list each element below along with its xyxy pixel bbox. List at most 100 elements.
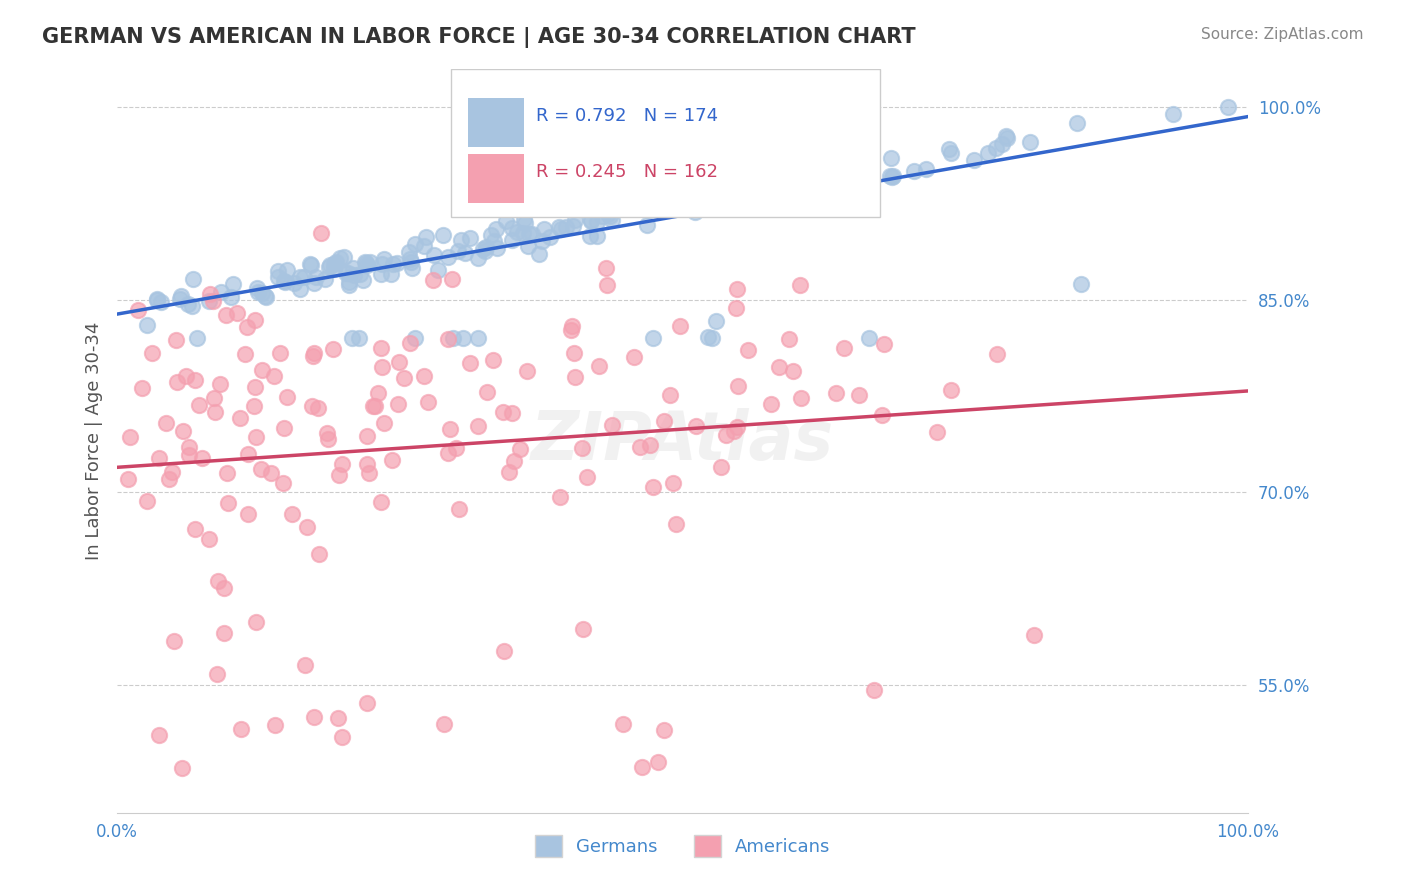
Point bbox=[322, 343, 344, 357]
Point bbox=[304, 270, 326, 285]
Point bbox=[725, 186, 748, 201]
Point bbox=[229, 723, 252, 737]
Point bbox=[1070, 277, 1092, 291]
Point bbox=[269, 345, 291, 359]
Point bbox=[501, 406, 523, 420]
Point bbox=[238, 507, 260, 521]
Point bbox=[628, 440, 651, 454]
Point bbox=[501, 233, 523, 247]
Text: GERMAN VS AMERICAN IN LABOR FORCE | AGE 30-34 CORRELATION CHART: GERMAN VS AMERICAN IN LABOR FORCE | AGE … bbox=[42, 27, 915, 48]
Point bbox=[517, 227, 540, 241]
Point bbox=[413, 369, 436, 384]
Point bbox=[283, 276, 305, 290]
Point bbox=[401, 260, 423, 275]
Point bbox=[564, 370, 586, 384]
Point bbox=[250, 285, 273, 300]
Point bbox=[807, 166, 830, 180]
Point bbox=[789, 178, 811, 193]
Point bbox=[669, 319, 692, 334]
Point bbox=[347, 331, 370, 345]
Point bbox=[222, 277, 245, 292]
Point bbox=[131, 381, 153, 395]
Point bbox=[264, 717, 287, 731]
Point bbox=[984, 141, 1007, 155]
Point bbox=[782, 364, 804, 378]
Point bbox=[263, 368, 285, 383]
Point bbox=[641, 331, 664, 345]
Point bbox=[778, 332, 800, 346]
Point bbox=[371, 359, 394, 374]
Point bbox=[636, 218, 658, 232]
Point bbox=[299, 257, 322, 271]
Point bbox=[357, 466, 380, 480]
Point bbox=[208, 377, 231, 392]
Point bbox=[548, 219, 571, 234]
Point bbox=[307, 401, 329, 415]
Point bbox=[630, 192, 652, 206]
Point bbox=[188, 398, 211, 412]
Point bbox=[1216, 100, 1239, 114]
Point bbox=[209, 285, 232, 300]
Point bbox=[207, 574, 229, 588]
Point bbox=[146, 293, 169, 307]
Point bbox=[811, 164, 834, 178]
Point bbox=[596, 207, 619, 221]
Point bbox=[1066, 116, 1088, 130]
Point bbox=[579, 213, 602, 227]
Point bbox=[790, 391, 813, 405]
Point bbox=[482, 235, 505, 249]
Point bbox=[318, 258, 340, 272]
Point bbox=[599, 210, 621, 224]
Point bbox=[328, 467, 350, 482]
Point bbox=[530, 234, 553, 248]
Point bbox=[533, 221, 555, 235]
Point bbox=[669, 180, 692, 194]
Point bbox=[118, 430, 141, 444]
Point bbox=[337, 266, 360, 280]
Point bbox=[858, 331, 880, 345]
Point bbox=[990, 137, 1012, 152]
Point bbox=[995, 131, 1018, 145]
Point bbox=[449, 502, 471, 516]
Point bbox=[737, 343, 759, 358]
Point bbox=[169, 292, 191, 306]
Point bbox=[725, 189, 748, 203]
Point bbox=[492, 405, 515, 419]
Point bbox=[711, 201, 734, 215]
Point bbox=[938, 142, 960, 156]
Point bbox=[356, 457, 378, 471]
Point bbox=[699, 199, 721, 213]
Point bbox=[560, 323, 582, 337]
Point bbox=[254, 289, 277, 303]
Point bbox=[578, 229, 600, 244]
Point bbox=[444, 441, 467, 455]
Point bbox=[163, 634, 186, 648]
Point bbox=[685, 418, 707, 433]
Point bbox=[247, 285, 270, 299]
Point bbox=[555, 219, 578, 234]
Point bbox=[647, 201, 669, 215]
Point bbox=[662, 476, 685, 491]
Point bbox=[309, 226, 332, 240]
Point bbox=[914, 162, 936, 177]
Point bbox=[354, 255, 377, 269]
Point bbox=[243, 399, 266, 413]
Point bbox=[467, 251, 489, 265]
Point bbox=[977, 146, 1000, 161]
Point bbox=[245, 430, 267, 444]
Point bbox=[392, 371, 415, 385]
Point bbox=[612, 717, 634, 731]
Point bbox=[711, 190, 734, 204]
Point bbox=[177, 297, 200, 311]
Point bbox=[472, 243, 495, 257]
Point bbox=[451, 331, 474, 345]
Text: R = 0.792   N = 174: R = 0.792 N = 174 bbox=[536, 107, 717, 125]
Point bbox=[245, 380, 267, 394]
Point bbox=[716, 428, 738, 442]
Point bbox=[180, 300, 202, 314]
Point bbox=[340, 331, 363, 345]
Point bbox=[759, 397, 782, 411]
Point bbox=[299, 258, 322, 272]
Point bbox=[236, 447, 259, 461]
Point bbox=[704, 182, 727, 196]
